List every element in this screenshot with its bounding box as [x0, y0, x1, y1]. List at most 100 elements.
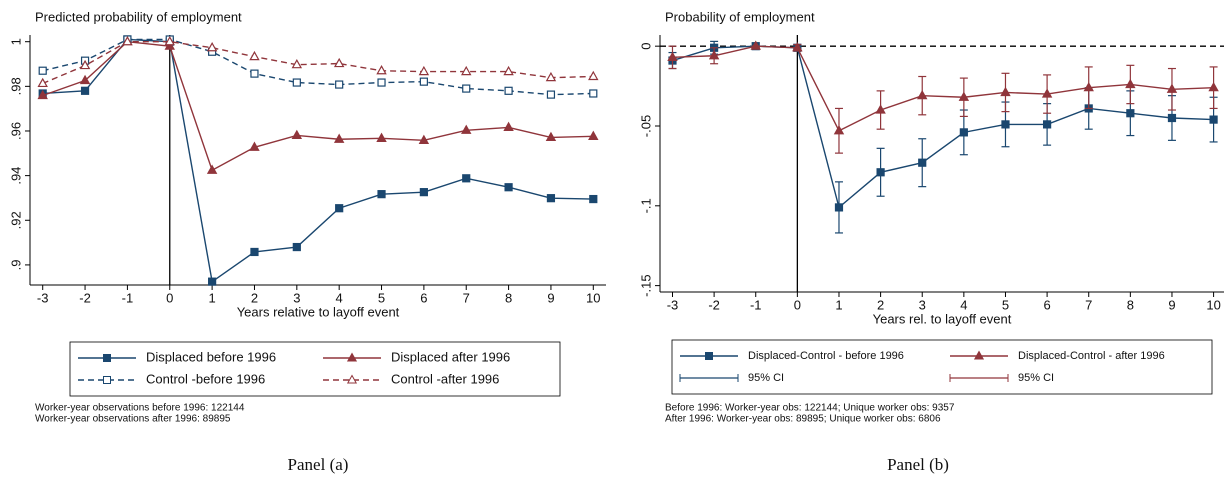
- marker: [1208, 81, 1219, 92]
- marker: [589, 89, 598, 98]
- chart-title: Predicted probability of employment: [35, 9, 242, 24]
- x-tick-label: 4: [336, 290, 343, 305]
- marker: [164, 35, 175, 46]
- marker: [1000, 86, 1011, 97]
- x-tick-label: 0: [166, 290, 173, 305]
- legend-marker: [103, 354, 111, 362]
- note: Worker-year observations before 1996: 12…: [35, 403, 245, 414]
- marker: [79, 74, 91, 85]
- marker: [206, 41, 218, 52]
- y-tick-label: -.15: [638, 274, 653, 296]
- x-tick-label: -2: [708, 297, 720, 312]
- marker: [1041, 88, 1053, 98]
- x-tick-label: 8: [1127, 297, 1134, 312]
- marker: [1126, 109, 1135, 118]
- y-tick-label: 0: [638, 43, 653, 50]
- x-tick-label: -1: [750, 297, 762, 312]
- marker: [419, 188, 428, 197]
- panel-caption: Panel (a): [288, 455, 349, 474]
- marker: [1083, 81, 1094, 92]
- x-tick-label: 3: [293, 290, 300, 305]
- marker: [545, 71, 557, 82]
- marker: [588, 70, 599, 81]
- series-line: [672, 45, 1214, 209]
- x-tick-label: 4: [960, 297, 967, 312]
- marker: [333, 57, 345, 68]
- series-line: [672, 45, 1214, 132]
- marker: [122, 35, 133, 46]
- chart-title: Probability of employment: [665, 9, 815, 24]
- legend-label: Control -after 1996: [391, 371, 499, 386]
- x-tick-label: 0: [794, 297, 801, 312]
- legend-marker: [346, 352, 358, 362]
- legend-marker: [346, 374, 358, 384]
- marker: [918, 158, 927, 167]
- x-axis-label: Years rel. to layoff event: [873, 311, 1012, 326]
- y-tick-label: .92: [8, 211, 23, 229]
- marker: [37, 89, 48, 100]
- y-tick-label: .98: [8, 77, 23, 95]
- x-tick-label: 7: [1085, 297, 1092, 312]
- panel-caption: Panel (b): [887, 455, 949, 474]
- x-tick-label: 1: [835, 297, 842, 312]
- marker: [546, 194, 556, 203]
- x-tick-label: 9: [547, 290, 554, 305]
- marker: [291, 129, 303, 140]
- marker: [37, 77, 48, 88]
- series-line: [42, 40, 594, 85]
- legend-marker: [103, 376, 111, 384]
- note: After 1996: Worker-year obs: 89895; Uniq…: [665, 414, 941, 425]
- marker: [1125, 78, 1136, 89]
- x-tick-label: -2: [79, 290, 91, 305]
- marker: [503, 121, 514, 132]
- x-tick-label: 2: [877, 297, 884, 312]
- marker: [1001, 120, 1010, 129]
- marker: [504, 183, 513, 192]
- marker: [249, 50, 260, 61]
- legend-label: 95% CI: [1018, 372, 1054, 384]
- marker: [875, 104, 886, 114]
- marker: [377, 190, 386, 199]
- x-axis-label: Years relative to layoff event: [237, 304, 400, 319]
- marker: [80, 86, 90, 95]
- x-tick-label: -3: [667, 297, 679, 312]
- x-tick-label: 6: [1043, 297, 1050, 312]
- x-tick-label: -1: [122, 290, 134, 305]
- legend-label: Displaced-Control - before 1996: [748, 350, 904, 362]
- marker: [503, 65, 514, 76]
- series-line: [42, 40, 594, 172]
- marker: [833, 125, 845, 135]
- marker: [461, 124, 472, 134]
- marker: [208, 277, 217, 286]
- marker: [792, 42, 803, 52]
- x-tick-label: 5: [1002, 297, 1009, 312]
- marker: [206, 164, 218, 174]
- marker: [250, 69, 259, 78]
- marker: [959, 128, 968, 137]
- x-tick-label: 3: [919, 297, 926, 312]
- marker: [588, 130, 599, 140]
- marker: [419, 77, 428, 86]
- series-line: [42, 38, 594, 96]
- legend-box: [69, 341, 561, 397]
- x-tick-label: 8: [505, 290, 512, 305]
- y-tick-label: 1: [8, 38, 23, 45]
- legend-label: Displaced before 1996: [146, 349, 276, 364]
- marker: [376, 132, 387, 142]
- x-tick-label: 1: [209, 290, 216, 305]
- x-tick-label: 5: [378, 290, 385, 305]
- marker: [333, 133, 345, 143]
- y-tick-label: -.1: [638, 198, 653, 213]
- marker: [462, 174, 471, 183]
- marker: [589, 194, 598, 204]
- marker: [418, 65, 430, 76]
- marker: [335, 204, 344, 213]
- marker: [249, 141, 260, 151]
- marker: [1209, 115, 1218, 124]
- marker: [1167, 113, 1177, 123]
- y-tick-label: .9: [8, 259, 23, 270]
- marker: [750, 40, 761, 50]
- marker: [461, 65, 472, 76]
- marker: [292, 242, 301, 252]
- legend-marker: [973, 350, 985, 360]
